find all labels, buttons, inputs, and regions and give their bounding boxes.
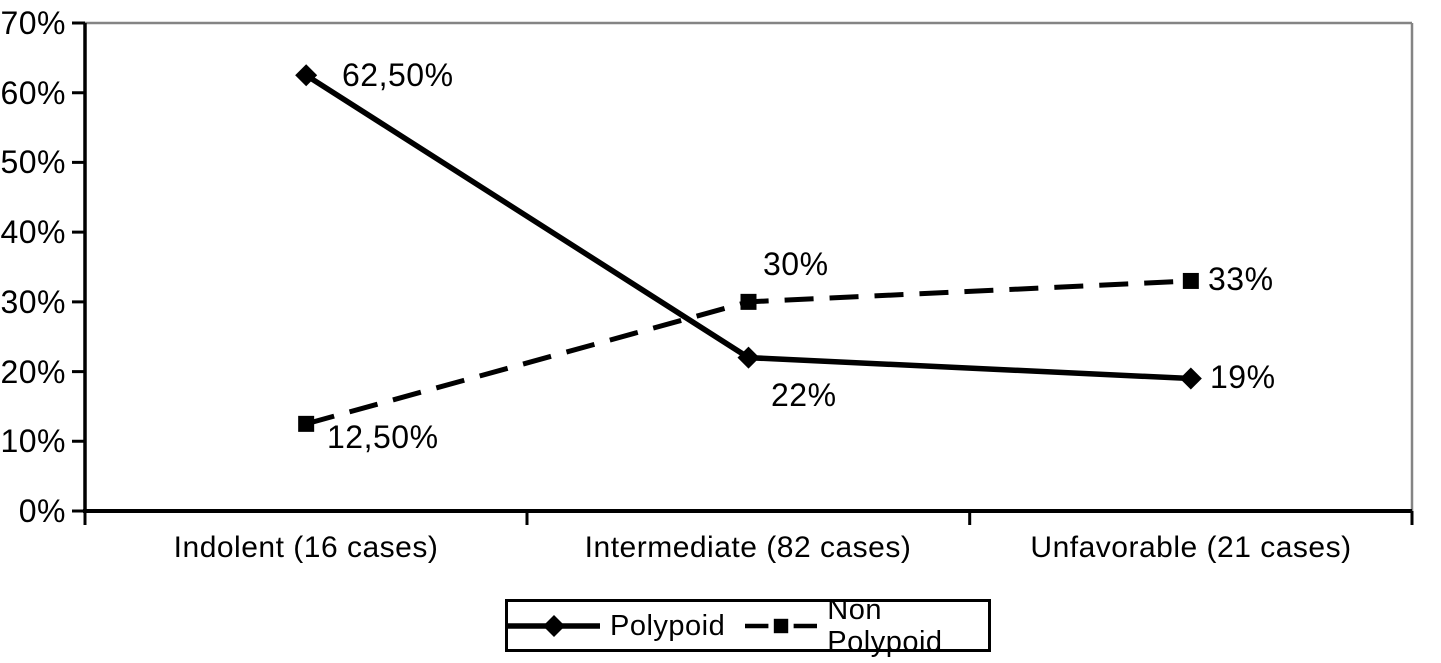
diamond-marker-polypoid <box>1179 367 1202 390</box>
y-tick-label: 70% <box>0 5 66 41</box>
legend-entry-polypoid: Polypoid <box>508 610 725 642</box>
y-tick-label: 30% <box>0 284 66 320</box>
legend-entry-non-polypoid: Non Polypoid <box>745 594 988 658</box>
y-tick-label: 50% <box>0 144 66 180</box>
square-marker-non-polypoid <box>740 293 757 310</box>
legend-label-non-polypoid: Non Polypoid <box>827 593 943 658</box>
x-category-label: Indolent (16 cases) <box>173 531 439 564</box>
square-marker-non-polypoid <box>298 415 315 432</box>
data-label-nonpolypoid-unfavorable: 33% <box>1208 261 1274 297</box>
y-tick-label: 0% <box>18 493 66 529</box>
series-line-polypoid <box>304 72 1191 382</box>
square-icon <box>774 618 789 633</box>
x-axis-ticks <box>83 511 1414 525</box>
data-label-nonpolypoid-intermediate: 30% <box>763 246 829 282</box>
x-category-label: Intermediate (82 cases) <box>584 531 912 564</box>
y-axis-ticks <box>72 21 85 513</box>
y-tick-label: 10% <box>0 423 66 459</box>
legend: Polypoid Non Polypoid <box>505 594 991 658</box>
legend-label-polypoid: Polypoid <box>610 609 726 642</box>
data-label-nonpolypoid-indolent: 12,50% <box>327 419 439 455</box>
y-tick-label: 20% <box>0 354 66 390</box>
series-layer <box>295 64 1202 432</box>
square-marker-non-polypoid <box>1182 272 1199 289</box>
y-tick-label: 40% <box>0 214 66 250</box>
diamond-icon <box>543 614 565 637</box>
data-label-polypoid-indolent: 62,50% <box>342 57 454 93</box>
data-label-polypoid-intermediate: 22% <box>771 377 837 413</box>
data-label-polypoid-unfavorable: 19% <box>1210 359 1276 395</box>
diamond-marker-polypoid <box>295 64 318 87</box>
polypoid-line-sample <box>508 614 600 637</box>
non-polypoid-line-sample <box>745 618 818 633</box>
x-category-label: Unfavorable (21 cases) <box>1030 531 1352 564</box>
diamond-marker-polypoid <box>737 346 760 369</box>
y-tick-label: 60% <box>0 75 66 111</box>
